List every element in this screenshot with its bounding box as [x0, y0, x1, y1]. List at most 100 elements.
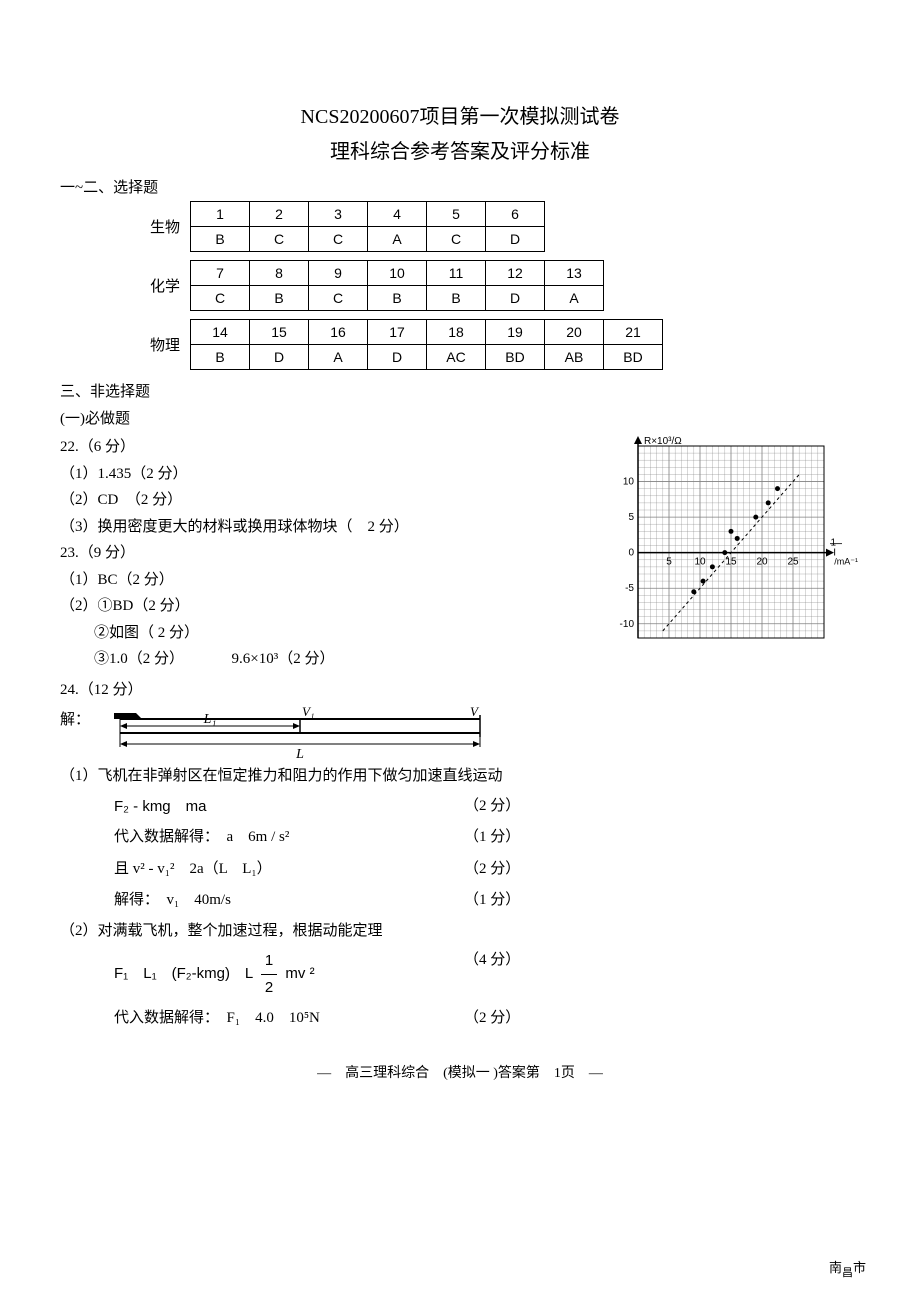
cell: BD — [486, 345, 545, 370]
cell: 12 — [486, 261, 545, 286]
svg-text:15: 15 — [725, 557, 737, 568]
cell: 18 — [427, 320, 486, 345]
q24-eq3: 且 v² - v₁² 2a（L L₁） — [114, 857, 464, 883]
cell: A — [309, 345, 368, 370]
cell: 14 — [191, 320, 250, 345]
cell: C — [250, 227, 309, 252]
q24-eq1: F₂ - kmg ma — [114, 794, 464, 820]
cell: BD — [604, 345, 663, 370]
eq5-den: 2 — [261, 975, 277, 1001]
cell: 16 — [309, 320, 368, 345]
cell: 3 — [309, 202, 368, 227]
q23-2a: （2）①BD（2 分） — [60, 595, 590, 618]
cell: A — [368, 227, 427, 252]
svg-text:25: 25 — [787, 557, 799, 568]
q24-jie: 解： — [60, 709, 100, 732]
cell: D — [368, 345, 427, 370]
q24-p2-head: （2）对满载飞机，整个加速过程，根据动能定理 — [60, 920, 860, 943]
q24-pt6: （2 分） — [464, 1006, 544, 1032]
table-row-physics: 物理 14 15 16 17 18 19 20 21 B D A D A — [140, 319, 860, 370]
cell: 13 — [545, 261, 604, 286]
svg-text:1I: 1I — [830, 538, 836, 559]
table-biology: 1 2 3 4 5 6 B C C A C D — [190, 201, 545, 252]
cell: B — [250, 286, 309, 311]
cell: 20 — [545, 320, 604, 345]
q22-head: 22.（6 分） — [60, 436, 590, 459]
svg-text:L₁: L₁ — [203, 712, 217, 727]
svg-text:L: L — [295, 747, 304, 761]
cell: 17 — [368, 320, 427, 345]
cell: B — [191, 227, 250, 252]
cell: 4 — [368, 202, 427, 227]
cell: D — [250, 345, 309, 370]
wm-c: 市 — [853, 1260, 866, 1275]
cell: 11 — [427, 261, 486, 286]
svg-text:5: 5 — [628, 512, 634, 523]
q23-2c-b: 9.6×10³（2 分） — [232, 651, 335, 667]
q24-diagram: L₁LV₁V — [100, 705, 500, 761]
cell: 8 — [250, 261, 309, 286]
q24-pt1: （2 分） — [464, 794, 544, 820]
cell: 15 — [250, 320, 309, 345]
cell: B — [427, 286, 486, 311]
svg-text:20: 20 — [756, 557, 768, 568]
q24-p1-head: （1）飞机在非弹射区在恒定推力和阻力的作用下做匀加速直线运动 — [60, 765, 860, 788]
cell: C — [309, 227, 368, 252]
cell: C — [309, 286, 368, 311]
q23-2c-a: ③1.0（2 分） — [94, 651, 184, 667]
q23-1: （1）BC（2 分） — [60, 569, 590, 592]
svg-text:0: 0 — [628, 548, 634, 559]
cell: 19 — [486, 320, 545, 345]
cell: 6 — [486, 202, 545, 227]
cell: 10 — [368, 261, 427, 286]
svg-text:R×10³/Ω: R×10³/Ω — [644, 436, 682, 447]
watermark: 南昌市 — [829, 1261, 866, 1275]
doc-title: NCS20200607项目第一次模拟测试卷 — [60, 100, 860, 129]
cell: 21 — [604, 320, 663, 345]
cell: 2 — [250, 202, 309, 227]
required-head: (一)必做题 — [60, 407, 860, 428]
q24-eq4: 解得： v₁ 40m/s — [114, 888, 464, 914]
wm-b: 昌 — [842, 1267, 853, 1279]
svg-text:5: 5 — [666, 557, 672, 568]
q23-2b: ②如图（ 2 分） — [94, 622, 590, 645]
eq5-post: mv ² — [285, 965, 314, 982]
table-label: 物理 — [140, 334, 190, 355]
table-chemistry: 7 8 9 10 11 12 13 C B C B B D A — [190, 260, 604, 311]
answer-tables: 生物 1 2 3 4 5 6 B C C A C D — [140, 201, 860, 370]
cell: D — [486, 286, 545, 311]
section-1-2-head: 一~二、选择题 — [60, 176, 860, 197]
svg-text:-5: -5 — [625, 583, 634, 594]
cell: 7 — [191, 261, 250, 286]
cell: 9 — [309, 261, 368, 286]
cell: AB — [545, 345, 604, 370]
table-label: 化学 — [140, 275, 190, 296]
svg-text:/mA⁻¹: /mA⁻¹ — [834, 557, 858, 567]
svg-text:10: 10 — [694, 557, 706, 568]
q22-3: （3）换用密度更大的材料或换用球体物块（ 2 分） — [60, 516, 590, 539]
cell: 5 — [427, 202, 486, 227]
table-row-chemistry: 化学 7 8 9 10 11 12 13 C B C B B D — [140, 260, 860, 311]
doc-subtitle: 理科综合参考答案及评分标准 — [60, 135, 860, 164]
q24-eq2: 代入数据解得： a 6m / s² — [114, 825, 464, 851]
cell: A — [545, 286, 604, 311]
cell: AC — [427, 345, 486, 370]
cell: D — [486, 227, 545, 252]
q24-eq6: 代入数据解得： F₁ 4.0 10⁵N — [114, 1006, 464, 1032]
q23-chart: 5 10 15 20 25 -10 -5 0 5 10 R×10³/Ω 1I/mA⁻¹ — [600, 432, 860, 657]
q24-eq5: F₁ L₁ (F₂-kmg) L 1 2 mv ² — [114, 948, 464, 1000]
svg-text:-10: -10 — [620, 619, 635, 630]
page-footer: — 高三理科综合 (模拟一 )答案第 1页 — — [60, 1062, 860, 1082]
q24-head: 24.（12 分） — [60, 679, 860, 702]
q22-2: （2）CD （2 分） — [60, 489, 590, 512]
section-3-head: 三、非选择题 — [60, 380, 860, 401]
q24-pt3: （2 分） — [464, 857, 544, 883]
q22-1: （1）1.435（2 分） — [60, 463, 590, 486]
table-physics: 14 15 16 17 18 19 20 21 B D A D AC BD AB — [190, 319, 663, 370]
cell: C — [427, 227, 486, 252]
eq5-num: 1 — [261, 948, 277, 975]
table-row-biology: 生物 1 2 3 4 5 6 B C C A C D — [140, 201, 860, 252]
svg-text:10: 10 — [623, 477, 635, 488]
cell: 1 — [191, 202, 250, 227]
cell: C — [191, 286, 250, 311]
